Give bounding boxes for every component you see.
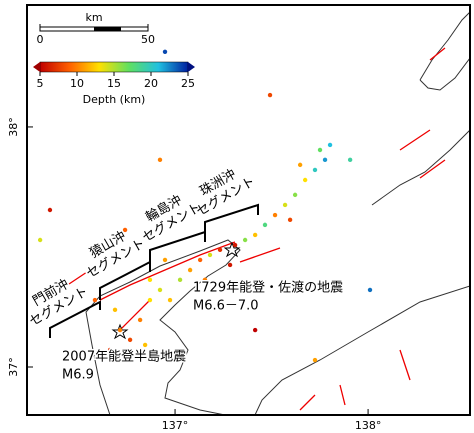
earthquake — [297, 162, 303, 168]
colorbar — [39, 61, 189, 73]
earthquake — [137, 317, 143, 323]
earthquake — [262, 222, 268, 228]
scale-unit: km — [85, 11, 102, 24]
earthquake — [197, 257, 203, 263]
coastline — [371, 129, 470, 206]
earthquake — [252, 232, 258, 238]
earthquake — [107, 347, 113, 353]
earthquake — [292, 192, 298, 198]
colorbar-tick-label: 10 — [70, 77, 84, 90]
earthquake — [37, 237, 43, 243]
colorbar-label: Depth (km) — [83, 93, 146, 106]
scale-tick-label: 50 — [141, 33, 155, 46]
annotation: 2007年能登半島地震 — [62, 350, 186, 365]
lat-tick-label: 37° — [7, 357, 20, 377]
annotation: M6.9 — [62, 368, 94, 383]
segment-bracket — [49, 203, 259, 338]
earthquake — [142, 342, 148, 348]
scale-bar-fill — [94, 27, 121, 31]
fault — [59, 47, 446, 411]
colorbar-tick-label: 20 — [144, 77, 158, 90]
earthquake — [127, 337, 133, 343]
earthquake — [162, 49, 168, 55]
earthquake — [267, 92, 273, 98]
earthquake — [227, 262, 233, 268]
earthquake — [312, 357, 318, 363]
colorbar-end — [188, 62, 195, 72]
earthquakes — [37, 49, 373, 363]
earthquake — [122, 227, 128, 233]
earthquake — [232, 242, 238, 248]
earthquake — [317, 147, 323, 153]
earthquake — [157, 287, 163, 293]
earthquake — [112, 307, 118, 313]
earthquake — [187, 267, 193, 273]
earthquake — [287, 217, 293, 223]
colorbar-tick-label: 5 — [37, 77, 44, 90]
earthquake — [322, 157, 328, 163]
earthquake — [217, 247, 223, 253]
scale-tick-label: 0 — [37, 33, 44, 46]
earthquake — [162, 257, 168, 263]
lat-tick-label: 38° — [7, 117, 20, 136]
earthquake — [157, 157, 163, 163]
earthquake — [272, 212, 278, 218]
sado-island — [419, 11, 470, 91]
lon-tick-label: 138° — [355, 419, 382, 432]
map-frame — [26, 4, 471, 416]
lon-tick-label: 137° — [162, 419, 189, 432]
earthquake — [177, 277, 183, 283]
basemap — [37, 11, 470, 415]
earthquake — [312, 167, 318, 173]
earthquake — [367, 287, 373, 293]
earthquake — [167, 297, 173, 303]
earthquake — [302, 177, 308, 183]
earthquake — [92, 297, 98, 303]
coastline — [85, 239, 241, 415]
earthquake — [147, 297, 153, 303]
annotation: M6.6－7.0 — [193, 299, 259, 314]
colorbar-tick-label: 15 — [107, 77, 121, 90]
earthquake — [202, 277, 208, 283]
earthquake — [252, 327, 258, 333]
earthquake — [347, 157, 353, 163]
earthquake — [242, 237, 248, 243]
annotation: 1729年能登・佐渡の地震 — [193, 280, 343, 296]
earthquake — [207, 252, 213, 258]
colorbar-end — [33, 62, 40, 72]
coastline — [254, 285, 470, 415]
epicenter-star — [223, 241, 241, 258]
earthquake — [147, 277, 153, 283]
earthquake — [117, 327, 123, 333]
earthquake — [47, 207, 53, 213]
earthquake — [282, 202, 288, 208]
colorbar-tick-label: 25 — [181, 77, 195, 90]
earthquake — [327, 142, 333, 148]
